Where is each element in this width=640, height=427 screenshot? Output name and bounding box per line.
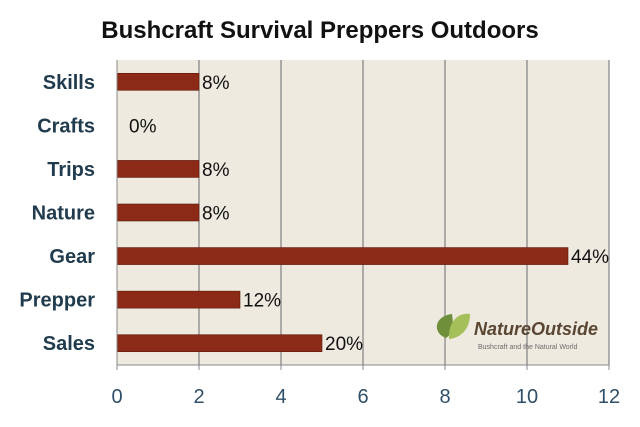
- gridlines: [198, 60, 610, 365]
- data-labels: 8% 0% 8% 8% 44% 12% 20%: [129, 73, 609, 355]
- bars-group: [116, 72, 569, 353]
- x-tick-label: 0: [111, 386, 122, 408]
- leaf-icon-light: [448, 313, 470, 339]
- bar-prepper: [116, 290, 241, 309]
- x-tick-label: 6: [357, 386, 368, 408]
- bar-sales: [116, 334, 323, 353]
- x-tick-label: 8: [439, 386, 450, 408]
- data-label-trips: 8%: [202, 160, 230, 181]
- x-tick-label: 2: [193, 386, 204, 408]
- leaf-icon-dark: [436, 314, 453, 338]
- category-labels: Skills Crafts Trips Nature Gear Prepper Sales: [19, 72, 95, 355]
- data-label-skills: 8%: [202, 73, 230, 94]
- category-label-nature: Nature: [32, 203, 95, 225]
- data-label-prepper: 12%: [243, 291, 281, 312]
- category-label-trips: Trips: [47, 159, 95, 181]
- logo-wordmark: NatureOutside: [474, 319, 598, 339]
- x-tick-label: 12: [598, 386, 620, 408]
- data-label-gear: 44%: [571, 247, 609, 268]
- chart-title: Bushcraft Survival Preppers Outdoors: [101, 17, 538, 44]
- logo-tagline: Bushcraft and the Natural World: [478, 344, 578, 351]
- bar-gear: [116, 247, 569, 265]
- data-label-sales: 20%: [325, 334, 363, 355]
- watermark-logo: NatureOutside Bushcraft and the Natural W…: [436, 313, 598, 351]
- bar-skills: [116, 72, 200, 91]
- category-label-crafts: Crafts: [37, 115, 95, 137]
- category-label-sales: Sales: [43, 333, 95, 355]
- category-label-prepper: Prepper: [19, 290, 95, 312]
- x-axis-ticks: 0 2 4 6 8 10 12: [111, 365, 620, 408]
- category-label-skills: Skills: [43, 72, 95, 94]
- x-tick-label: 10: [516, 386, 538, 408]
- category-label-gear: Gear: [49, 246, 95, 268]
- bar-trips: [116, 160, 200, 178]
- data-label-crafts: 0%: [129, 116, 157, 137]
- bar-nature: [116, 203, 200, 222]
- data-label-nature: 8%: [202, 204, 230, 225]
- x-tick-label: 4: [275, 386, 286, 408]
